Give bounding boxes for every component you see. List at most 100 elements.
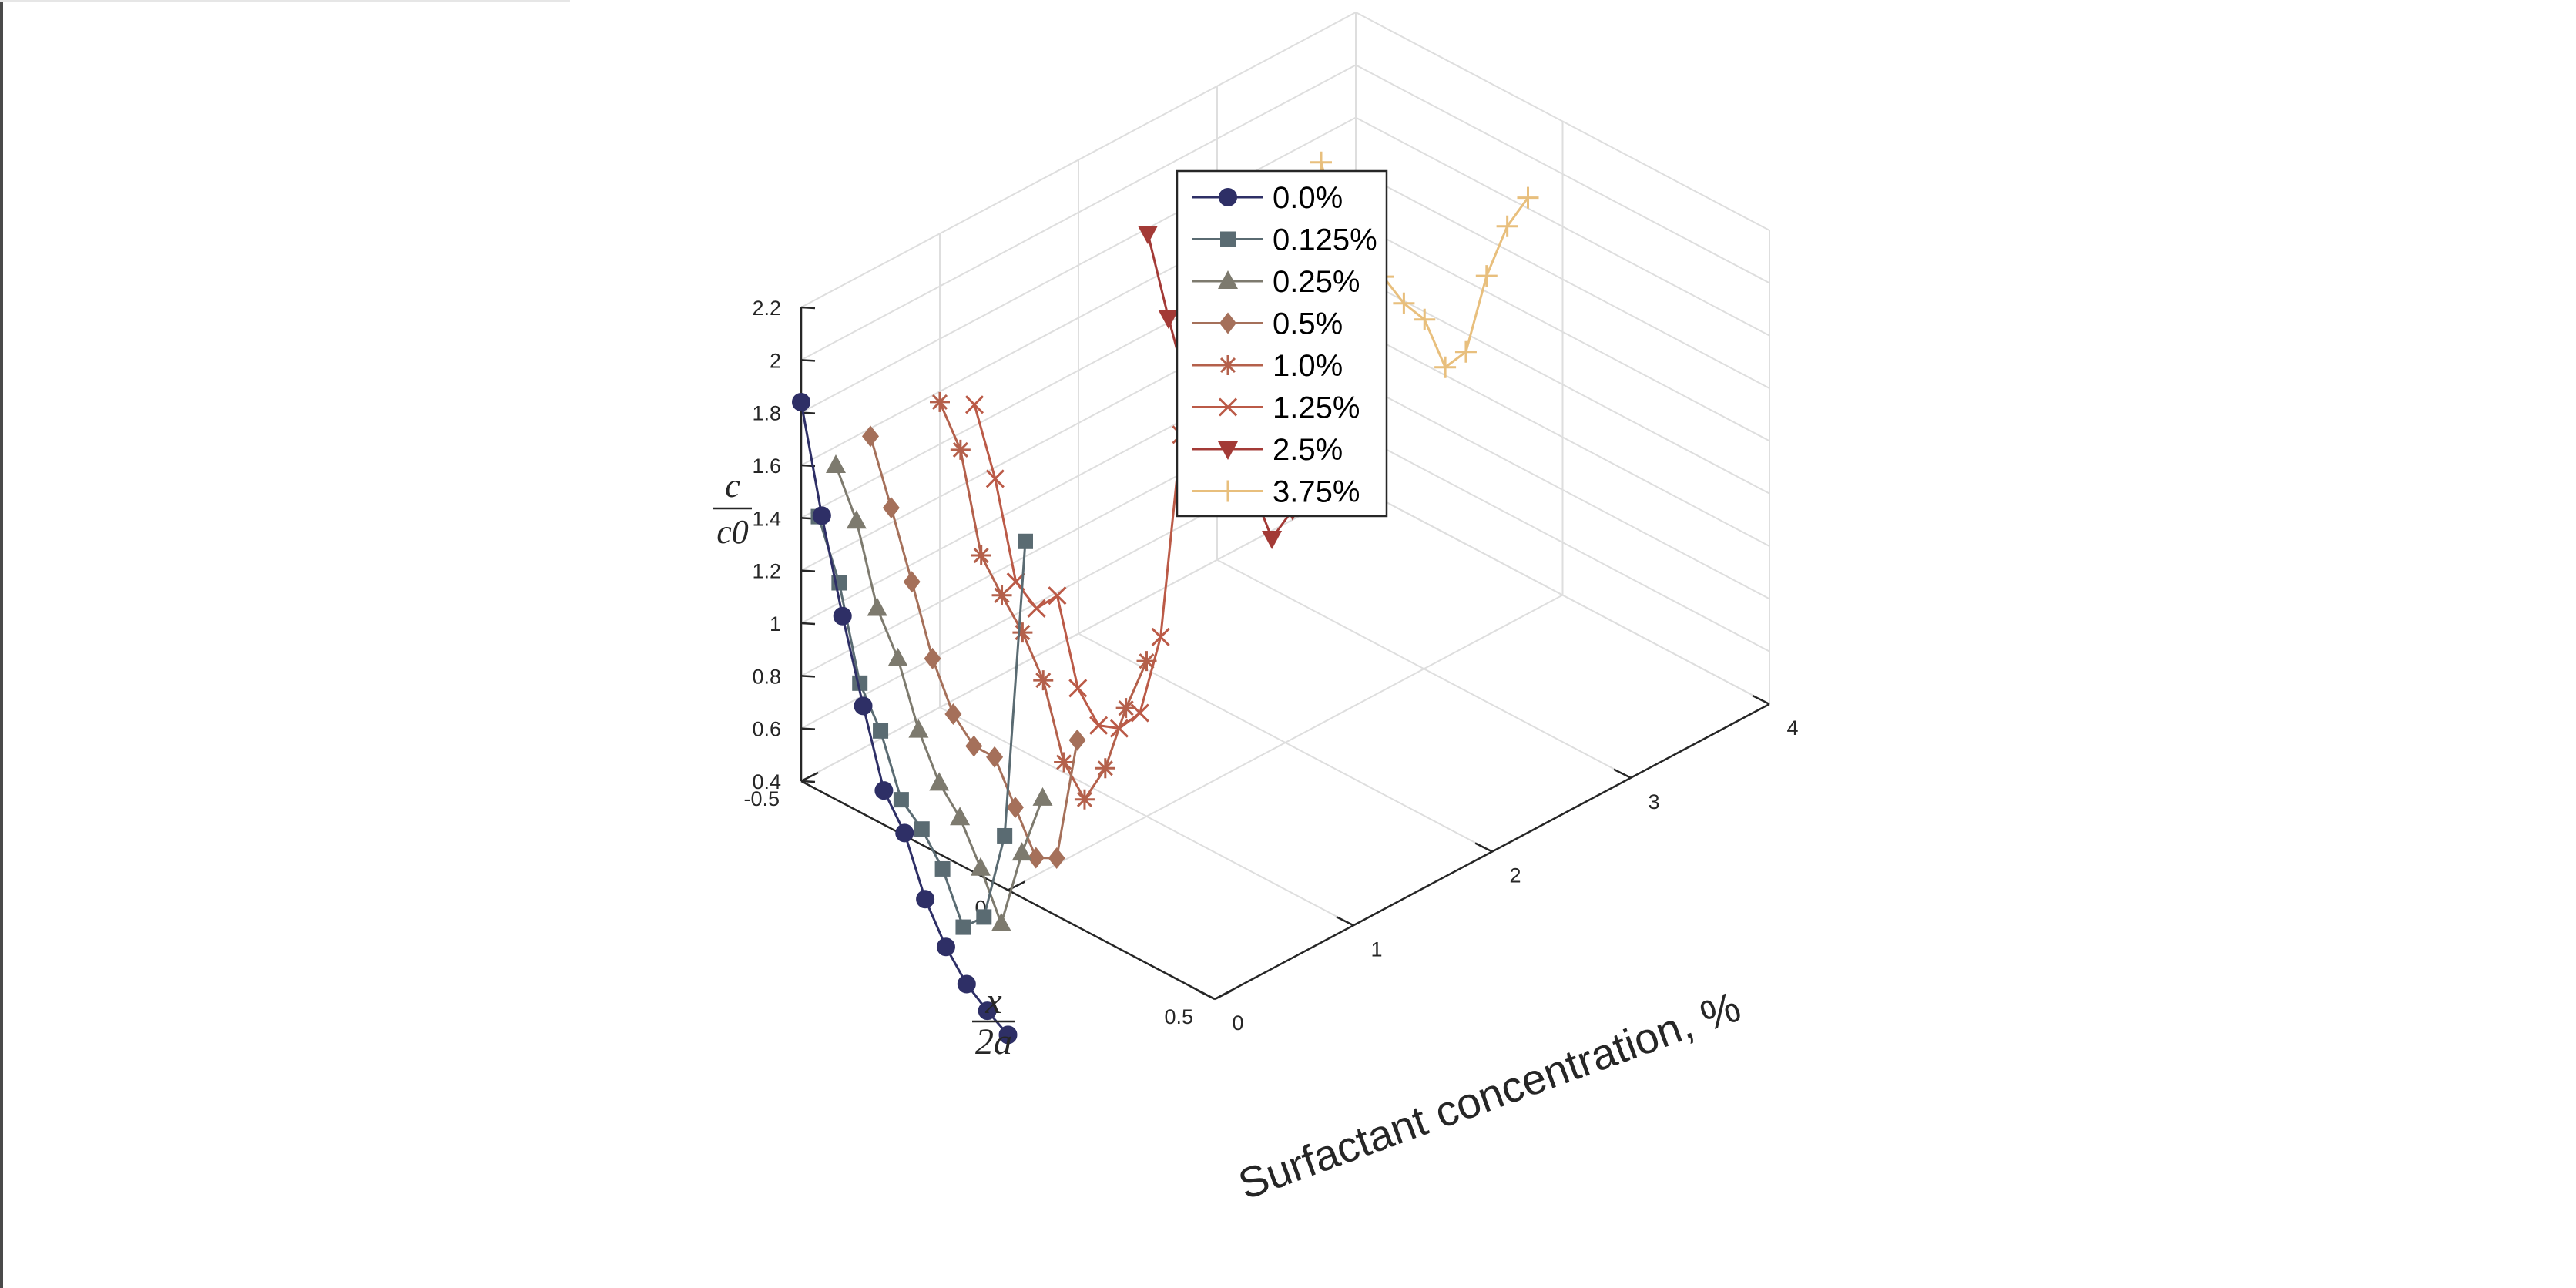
data-point <box>1074 789 1095 810</box>
data-point <box>1262 530 1283 549</box>
series-line <box>800 401 1009 1036</box>
z-axis-label-denominator: c0 <box>716 513 749 551</box>
data-point <box>895 823 914 843</box>
z-tick <box>800 780 816 783</box>
series-line <box>817 516 1027 929</box>
data-point <box>998 1025 1018 1045</box>
data-point <box>1032 787 1053 806</box>
data-point <box>882 497 900 519</box>
legend-marker <box>1219 188 1237 206</box>
legend-marker <box>1218 397 1238 417</box>
z-tick-label: 1 <box>770 612 781 636</box>
legend-entry: 1.0% <box>1192 349 1343 383</box>
data-point <box>846 510 867 529</box>
z-tick <box>800 569 816 572</box>
data-point <box>978 1001 997 1021</box>
z-tick <box>800 727 816 730</box>
data-point <box>916 890 935 909</box>
z-tick <box>800 359 816 362</box>
data-point <box>1095 758 1115 779</box>
data-point <box>893 792 909 808</box>
legend-marker <box>1218 441 1238 460</box>
z-tick-label: 0.8 <box>752 665 781 688</box>
data-point <box>957 974 976 994</box>
data-point <box>1151 627 1170 646</box>
data-point <box>1027 847 1045 869</box>
legend-label: 0.0% <box>1273 181 1343 215</box>
data-point <box>908 719 929 738</box>
data-point <box>964 395 984 414</box>
data-point <box>867 597 887 616</box>
data-point <box>1115 698 1136 719</box>
y-tick <box>1336 916 1354 927</box>
legend-entry: 2.5% <box>1192 433 1343 467</box>
data-point <box>1136 651 1157 672</box>
data-point <box>1496 215 1518 237</box>
x-tick <box>800 771 819 783</box>
legend-entry: 0.25% <box>1192 265 1360 299</box>
data-point <box>1033 670 1054 691</box>
data-point <box>1089 716 1109 735</box>
z-tick-label: 1.2 <box>752 560 781 583</box>
data-point <box>1475 265 1498 287</box>
series-0.0% <box>792 393 1018 1045</box>
data-point <box>1158 310 1179 329</box>
z-tick <box>800 622 816 626</box>
data-point <box>1006 797 1024 819</box>
series-0.5% <box>862 425 1086 869</box>
data-point <box>955 919 971 935</box>
data-point <box>1138 226 1158 245</box>
label-layer: c c0 x 2a Surfactant concentration, % <box>713 467 1746 1209</box>
data-point <box>1454 340 1477 363</box>
x-tick-label: -0.5 <box>743 787 780 810</box>
data-point <box>930 391 950 412</box>
z-tick-label: 1.6 <box>752 454 781 478</box>
z-tick-label: 1.8 <box>752 402 781 425</box>
legend: 0.0% 0.125% 0.25% 0.5% 1.0% 1.25% 2.5% 3.75% <box>1176 169 1388 518</box>
data-point <box>792 393 810 411</box>
data-point <box>997 827 1013 844</box>
legend-entry: 1.25% <box>1192 391 1360 425</box>
legend-label: 0.25% <box>1273 265 1360 299</box>
data-point <box>976 909 992 925</box>
data-point <box>944 703 962 726</box>
legend-label: 0.5% <box>1273 307 1343 341</box>
y-tick-label: 2 <box>1509 864 1521 887</box>
data-point <box>965 735 983 757</box>
x-tick <box>1214 989 1233 1001</box>
data-point <box>1027 599 1046 618</box>
legend-box <box>1176 169 1388 518</box>
z-tick-label: 0.4 <box>752 770 781 793</box>
data-point <box>985 469 1005 488</box>
data-point <box>991 585 1012 605</box>
x-axis-label-numerator: x <box>984 981 1001 1021</box>
series-0.125% <box>810 508 1033 935</box>
data-point <box>1048 586 1067 605</box>
data-point <box>934 860 951 877</box>
y-tick-label: 4 <box>1786 716 1798 740</box>
data-point <box>1011 842 1032 861</box>
data-point <box>826 454 846 473</box>
data-point <box>862 425 879 448</box>
data-point <box>812 506 831 525</box>
data-point <box>1434 356 1457 378</box>
legend-marker <box>1217 480 1239 502</box>
legend-label: 2.5% <box>1273 433 1343 467</box>
x-tick-label: 0.5 <box>1164 1005 1193 1028</box>
series-1.0% <box>930 391 1157 810</box>
legend-entry: 0.125% <box>1192 223 1377 257</box>
data-point <box>873 723 889 739</box>
data-point <box>971 545 991 566</box>
data-point <box>914 821 930 837</box>
data-point <box>1517 186 1539 209</box>
z-tick-label: 2 <box>770 349 781 372</box>
data-point <box>1393 292 1415 314</box>
legend-label: 1.25% <box>1273 391 1360 425</box>
legend-marker <box>1218 355 1238 375</box>
y-tick <box>1752 694 1770 706</box>
y-tick-label: 1 <box>1370 937 1382 961</box>
y-tick <box>1613 768 1632 779</box>
data-point <box>1414 308 1436 330</box>
data-point <box>1068 679 1088 698</box>
